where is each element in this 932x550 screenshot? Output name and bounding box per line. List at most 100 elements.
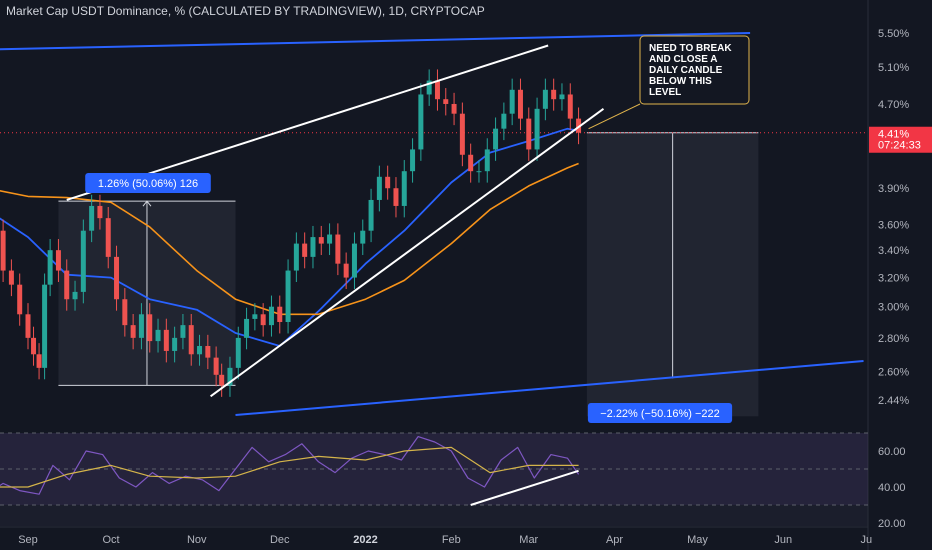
candle	[122, 288, 128, 337]
candle	[534, 97, 540, 161]
price-tick-label: 2.60%	[878, 366, 909, 378]
candle	[476, 160, 482, 183]
wedge-bottom-line[interactable]	[210, 108, 605, 398]
candle-body	[484, 149, 490, 172]
rsi-tick-label: 40.00	[878, 482, 906, 494]
candle	[172, 326, 178, 363]
candle	[293, 232, 299, 282]
candle	[335, 223, 341, 276]
candle-body	[418, 94, 424, 150]
price-tick-label: 2.80%	[878, 333, 909, 345]
rsi-tick-label: 20.00	[878, 518, 906, 530]
upper-channel-line[interactable]	[0, 32, 751, 51]
candle	[327, 223, 333, 256]
price-tick-label: 3.60%	[878, 219, 909, 231]
candle	[401, 160, 407, 218]
ma-fast-line	[0, 127, 579, 347]
callout-text-line: NEED TO BREAK	[649, 43, 732, 54]
measure-up-label-text: 1.26% (50.06%) 126	[98, 178, 198, 190]
candle-body	[64, 270, 70, 300]
candle	[526, 107, 532, 161]
candle-body	[55, 250, 61, 271]
candle-body	[401, 171, 407, 206]
candle	[302, 232, 308, 269]
candle-body	[205, 345, 211, 358]
countdown-label: 07:24:33	[878, 140, 921, 152]
candle-body	[310, 237, 316, 257]
time-tick-label: Feb	[442, 534, 461, 546]
candle	[155, 318, 161, 353]
candle-body	[351, 243, 357, 278]
price-tick-label: 2.44%	[878, 395, 909, 407]
candle-body	[268, 306, 274, 326]
candle	[310, 225, 316, 269]
ma-slow-line	[0, 162, 579, 316]
candle-body	[180, 325, 186, 338]
candle	[484, 138, 490, 183]
chart-title: Market Cap USDT Dominance, % (CALCULATED…	[6, 4, 485, 18]
measure-up-arrowhead	[142, 200, 152, 207]
candle	[197, 334, 203, 366]
candle	[318, 225, 324, 256]
candle-body	[567, 94, 573, 119]
candle-body	[42, 284, 48, 368]
candle-body	[147, 314, 153, 342]
candle	[517, 78, 523, 131]
candle-body	[47, 250, 53, 285]
candle	[17, 273, 23, 326]
candle-body	[235, 337, 241, 368]
candle-body	[476, 171, 482, 173]
candle	[542, 78, 548, 121]
candle	[213, 346, 219, 387]
candle	[114, 245, 120, 311]
candle-body	[8, 270, 14, 285]
candle	[410, 138, 416, 183]
lower-channel-line[interactable]	[235, 360, 864, 417]
candle-body	[105, 218, 111, 257]
price-tick-label: 3.90%	[878, 183, 909, 195]
candle-body	[318, 237, 324, 244]
measure-up-label-bg	[85, 173, 211, 193]
price-tick-label: 4.70%	[878, 99, 909, 111]
candle	[105, 206, 111, 269]
candle-body	[80, 230, 86, 292]
candle	[385, 165, 391, 200]
candle	[64, 259, 70, 311]
measure-up-label[interactable]: 1.26% (50.06%) 126	[85, 173, 211, 193]
candle-body	[526, 118, 532, 150]
candle-body	[172, 337, 178, 351]
candle	[180, 313, 186, 350]
candle-body	[36, 354, 42, 368]
candle-body	[213, 357, 219, 375]
callout-text-line: BELOW THIS	[649, 76, 712, 87]
candle-body	[285, 270, 291, 323]
callout-text-line: DAILY CANDLE	[649, 65, 723, 76]
candle	[138, 303, 144, 350]
rsi-trendline[interactable]	[470, 469, 579, 506]
candle	[360, 219, 366, 256]
candle-body	[227, 367, 233, 386]
candle-body	[219, 374, 225, 386]
candle	[227, 356, 233, 397]
measure-down-label-bg	[587, 403, 733, 423]
candle	[188, 313, 194, 366]
candle-body	[260, 314, 266, 326]
candle	[36, 343, 42, 380]
candle-body	[327, 234, 333, 244]
candle-body	[459, 113, 465, 155]
candle	[31, 326, 37, 366]
candle	[459, 102, 465, 167]
measure-down-label[interactable]: −2.22% (−50.16%) −222	[587, 403, 733, 423]
candle-body	[551, 89, 557, 100]
candle	[47, 239, 53, 297]
candle	[25, 303, 31, 350]
price-tick-label: 3.20%	[878, 273, 909, 285]
candle-body	[509, 89, 515, 114]
candle-body	[434, 80, 440, 100]
candle-body	[89, 205, 95, 231]
candle	[418, 83, 424, 161]
measure-down-label-text: −2.22% (−50.16%) −222	[600, 408, 720, 420]
candle	[130, 313, 136, 350]
